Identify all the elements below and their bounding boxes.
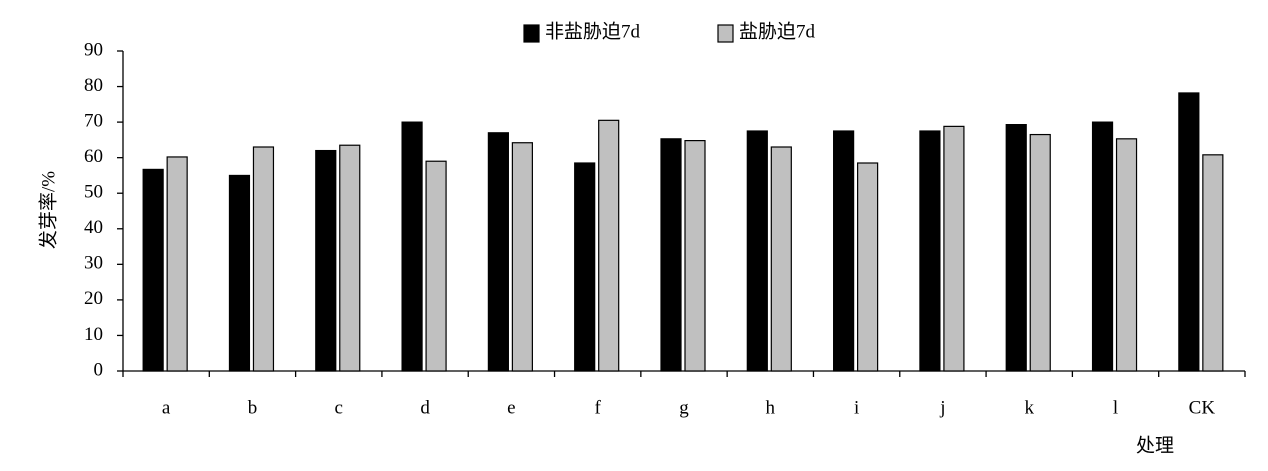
y-tick-label: 0 — [94, 359, 104, 380]
bar — [660, 138, 682, 372]
bar — [511, 142, 533, 372]
bar — [833, 130, 855, 372]
x-tick-label: d — [420, 397, 430, 418]
bar — [228, 174, 251, 372]
x-tick-label: c — [335, 397, 343, 418]
bar — [487, 132, 509, 372]
y-axis-label: 发芽率/% — [37, 171, 59, 249]
x-tick-label: a — [162, 397, 171, 418]
bar — [1029, 133, 1051, 372]
bar — [943, 125, 965, 372]
y-tick-label: 50 — [84, 182, 103, 203]
x-tick-label: h — [766, 397, 776, 418]
bar — [770, 146, 792, 372]
legend-label: 盐胁迫7d — [739, 20, 816, 42]
y-tick-label: 30 — [84, 253, 103, 274]
x-tick-label: CK — [1189, 397, 1216, 418]
x-tick-label: i — [854, 397, 859, 418]
x-tick-label: k — [1024, 397, 1034, 418]
bar — [339, 144, 361, 372]
y-tick-label: 90 — [84, 39, 103, 60]
bar — [401, 121, 423, 372]
bar — [1005, 123, 1027, 372]
bar — [746, 130, 768, 372]
y-tick-label: 70 — [84, 110, 103, 131]
bar — [919, 130, 941, 372]
y-tick-label: 60 — [84, 146, 103, 167]
bar — [315, 149, 337, 372]
bar — [1202, 154, 1224, 372]
bar — [857, 162, 879, 372]
x-tick-label: j — [939, 397, 945, 418]
bar — [252, 146, 275, 372]
x-axis-label: 处理 — [1136, 434, 1174, 456]
bar — [598, 119, 620, 372]
x-tick-label: e — [507, 397, 515, 418]
bar — [425, 160, 447, 372]
x-tick-label: g — [679, 397, 689, 418]
x-tick-label: l — [1113, 397, 1118, 418]
legend-label: 非盐胁迫7d — [545, 20, 641, 42]
legend-swatch — [523, 24, 540, 43]
y-tick-label: 80 — [84, 75, 103, 96]
bar — [1091, 121, 1114, 372]
x-tick-label: b — [248, 397, 258, 418]
legend-swatch — [717, 24, 734, 43]
x-tick-label: f — [595, 397, 602, 418]
y-tick-label: 20 — [84, 288, 103, 309]
bar — [574, 162, 596, 372]
bar — [684, 140, 706, 372]
bar — [1178, 92, 1200, 372]
bar — [1115, 138, 1138, 372]
bar — [142, 168, 164, 372]
y-tick-label: 10 — [84, 324, 103, 345]
y-tick-label: 40 — [84, 217, 103, 238]
bar — [166, 156, 188, 372]
